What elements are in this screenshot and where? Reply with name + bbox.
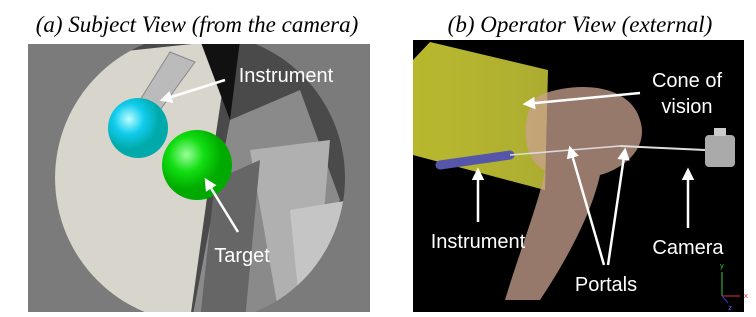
label: Camera [652, 237, 724, 259]
label: vision [661, 96, 712, 118]
panel-title: (a) Subject View (from the camera) [36, 12, 359, 37]
axis-label: z [728, 304, 732, 312]
label: Portals [575, 274, 637, 296]
label: Instrument [239, 65, 334, 87]
label: Cone of [652, 70, 722, 92]
axis-label: x [744, 292, 748, 300]
label: Target [214, 245, 270, 267]
axis-label: y [720, 262, 724, 270]
figure: (a) Subject View (from the camera) (b) O… [0, 0, 756, 317]
panel-title: (b) Operator View (external) [448, 12, 713, 37]
label: Instrument [431, 231, 526, 253]
